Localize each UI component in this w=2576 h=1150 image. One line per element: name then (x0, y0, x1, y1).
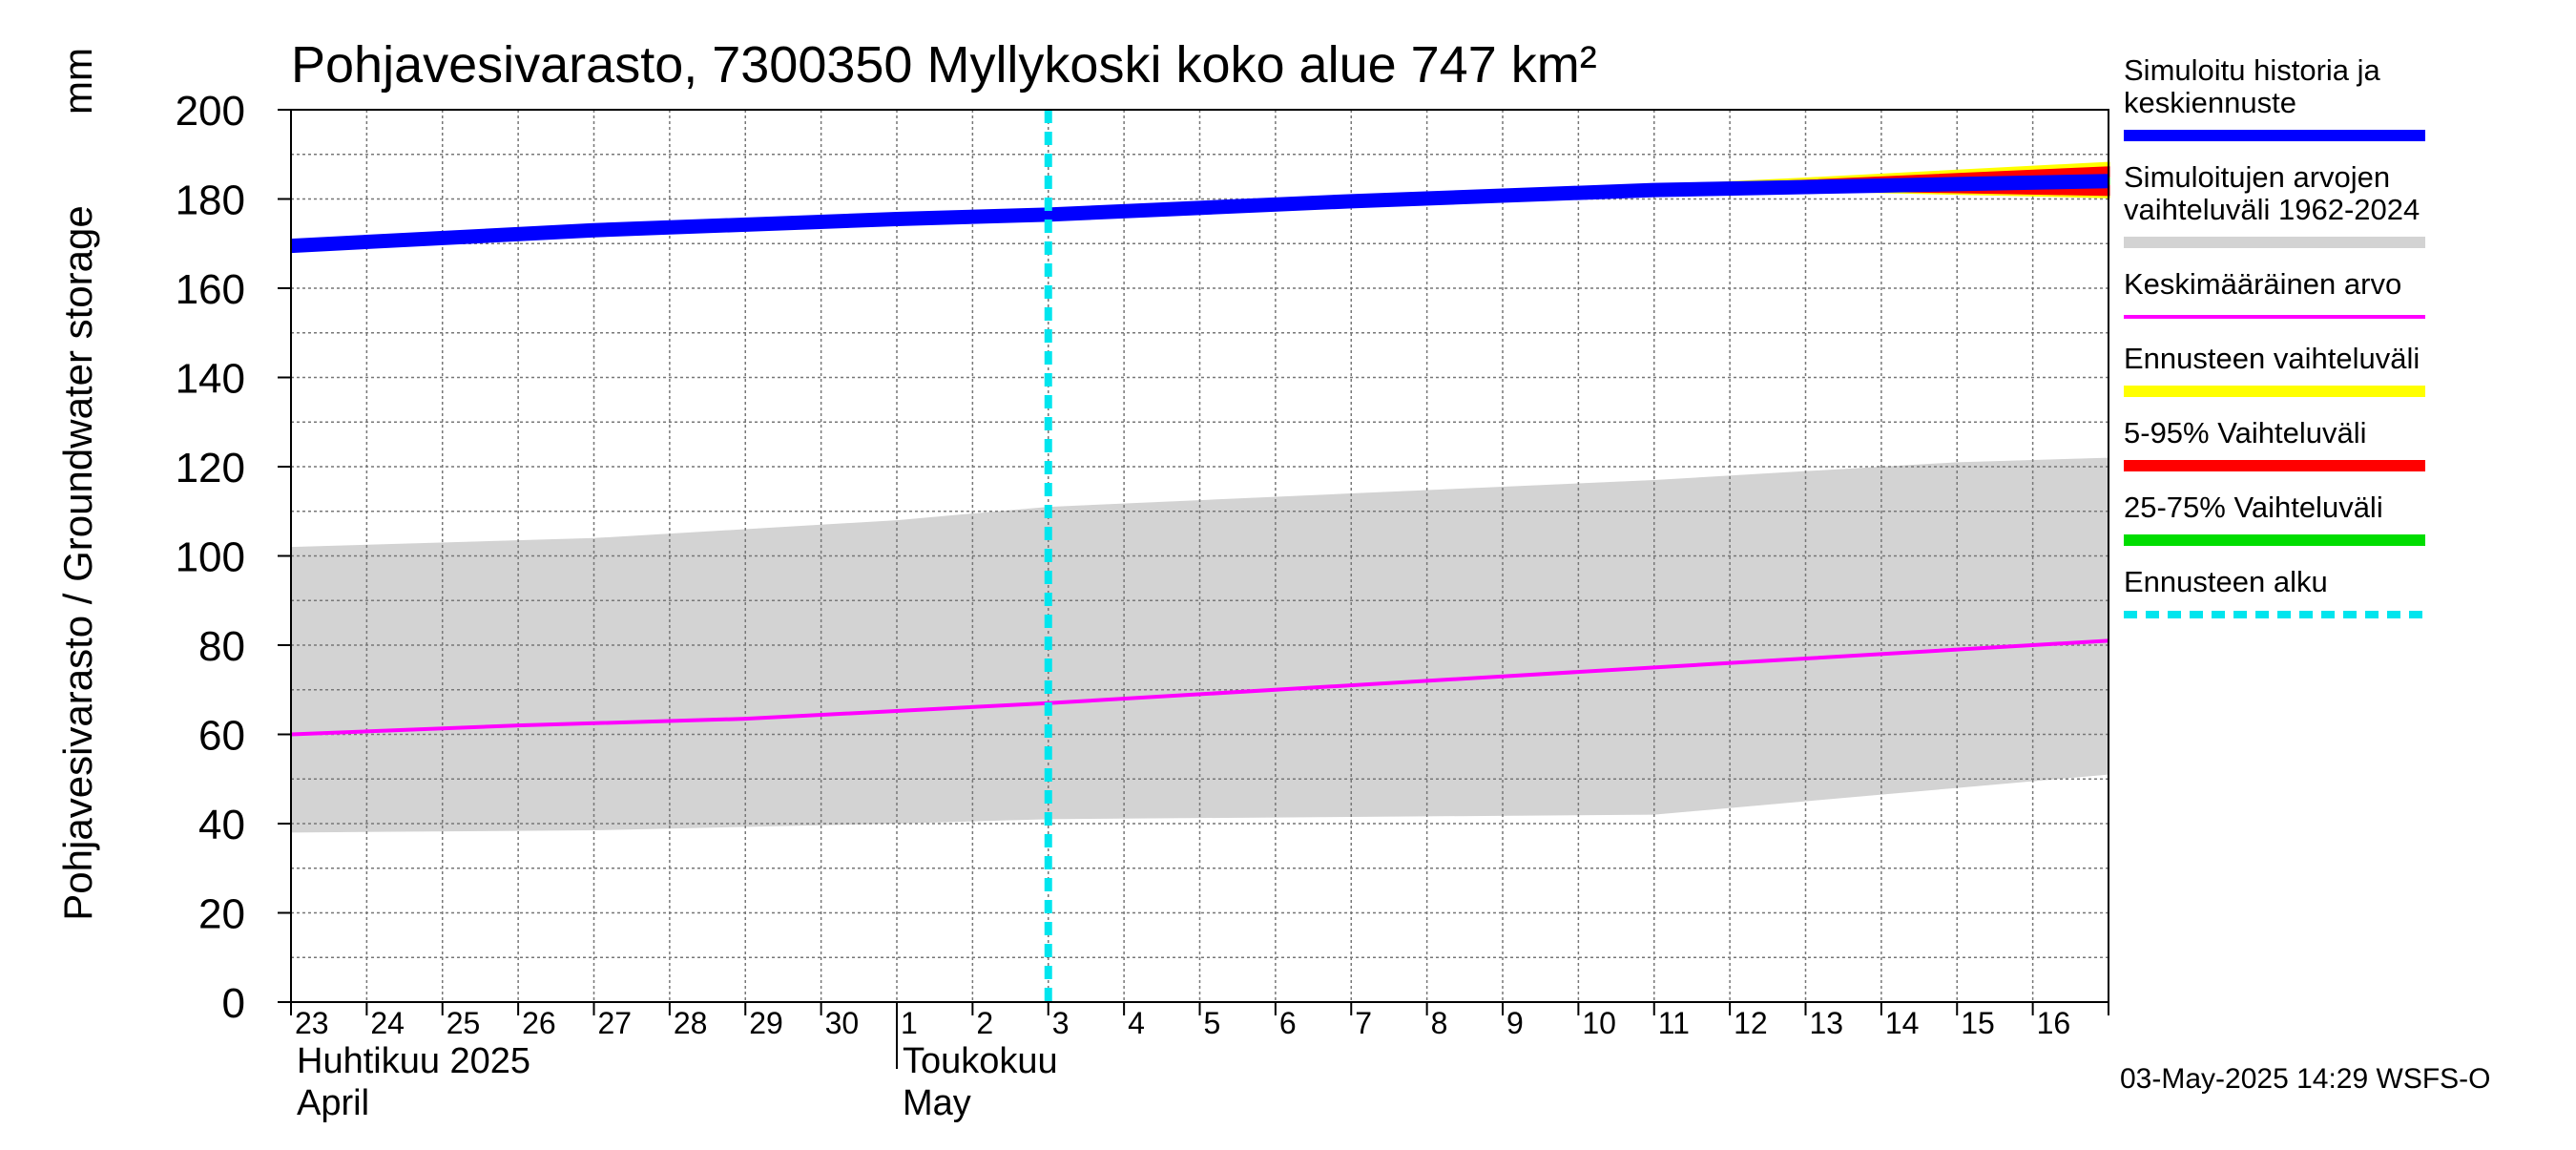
x-tick-label: 29 (749, 1006, 783, 1040)
legend-label: 25-75% Vaihteluväli (2124, 491, 2383, 524)
x-tick-label: 14 (1885, 1006, 1920, 1040)
y-tick-label: 0 (222, 980, 245, 1027)
x-tick-label: 24 (370, 1006, 405, 1040)
x-tick-label: 15 (1961, 1006, 1995, 1040)
legend-label: vaihteluväli 1962-2024 (2124, 193, 2420, 226)
x-tick-label: 6 (1279, 1006, 1297, 1040)
legend-label: Simuloitujen arvojen (2124, 160, 2390, 194)
y-tick-label: 140 (176, 356, 245, 403)
month-label: Huhtikuu 2025 (297, 1041, 530, 1081)
legend-label: Ennusteen vaihteluväli (2124, 342, 2420, 375)
legend-label: 5-95% Vaihteluväli (2124, 416, 2366, 450)
month-label-english: May (903, 1083, 971, 1123)
x-tick-label: 3 (1052, 1006, 1070, 1040)
y-tick-label: 120 (176, 445, 245, 491)
x-tick-label: 23 (295, 1006, 329, 1040)
y-tick-label: 180 (176, 178, 245, 224)
x-tick-label: 5 (1204, 1006, 1221, 1040)
x-tick-label: 8 (1431, 1006, 1448, 1040)
series-line-simulated (290, 174, 2109, 254)
x-tick-label: 11 (1658, 1006, 1690, 1040)
y-tick-label: 40 (198, 802, 245, 848)
x-tick-label: 7 (1355, 1006, 1372, 1040)
legend-label: Ennusteen alku (2124, 565, 2328, 598)
y-tick-label: 60 (198, 713, 245, 760)
x-tick-label: 9 (1506, 1006, 1524, 1040)
x-tick-label: 10 (1582, 1006, 1616, 1040)
timestamp-footer: 03-May-2025 14:29 WSFS-O (2120, 1063, 2491, 1095)
y-axis-unit: mm (55, 48, 100, 115)
chart-title: Pohjavesivarasto, 7300350 Myllykoski kok… (291, 36, 1597, 94)
x-tick-label: 26 (522, 1006, 556, 1040)
x-tick-label: 28 (674, 1006, 708, 1040)
x-tick-label: 16 (2037, 1006, 2071, 1040)
x-tick-label: 2 (976, 1006, 993, 1040)
y-tick-label: 100 (176, 534, 245, 581)
x-tick-label: 27 (598, 1006, 633, 1040)
y-tick-label: 20 (198, 891, 245, 938)
x-tick-label: 1 (901, 1006, 918, 1040)
y-tick-label: 80 (198, 623, 245, 670)
y-axis-label: Pohjavesivarasto / Groundwater storage (55, 205, 100, 920)
month-label: Toukokuu (903, 1041, 1058, 1081)
x-tick-label: 13 (1810, 1006, 1844, 1040)
series-line-mean (290, 638, 2109, 737)
month-label-english: April (297, 1083, 369, 1123)
legend-label: keskiennuste (2124, 86, 2296, 119)
y-tick-label: 200 (176, 88, 245, 135)
x-tick-label: 25 (447, 1006, 481, 1040)
y-tick-label: 160 (176, 266, 245, 313)
legend-label: Keskimääräinen arvo (2124, 267, 2401, 301)
x-tick-label: 30 (825, 1006, 860, 1040)
x-tick-label: 12 (1734, 1006, 1768, 1040)
legend-label: Simuloitu historia ja (2124, 53, 2381, 87)
x-tick-label: 4 (1128, 1006, 1145, 1040)
